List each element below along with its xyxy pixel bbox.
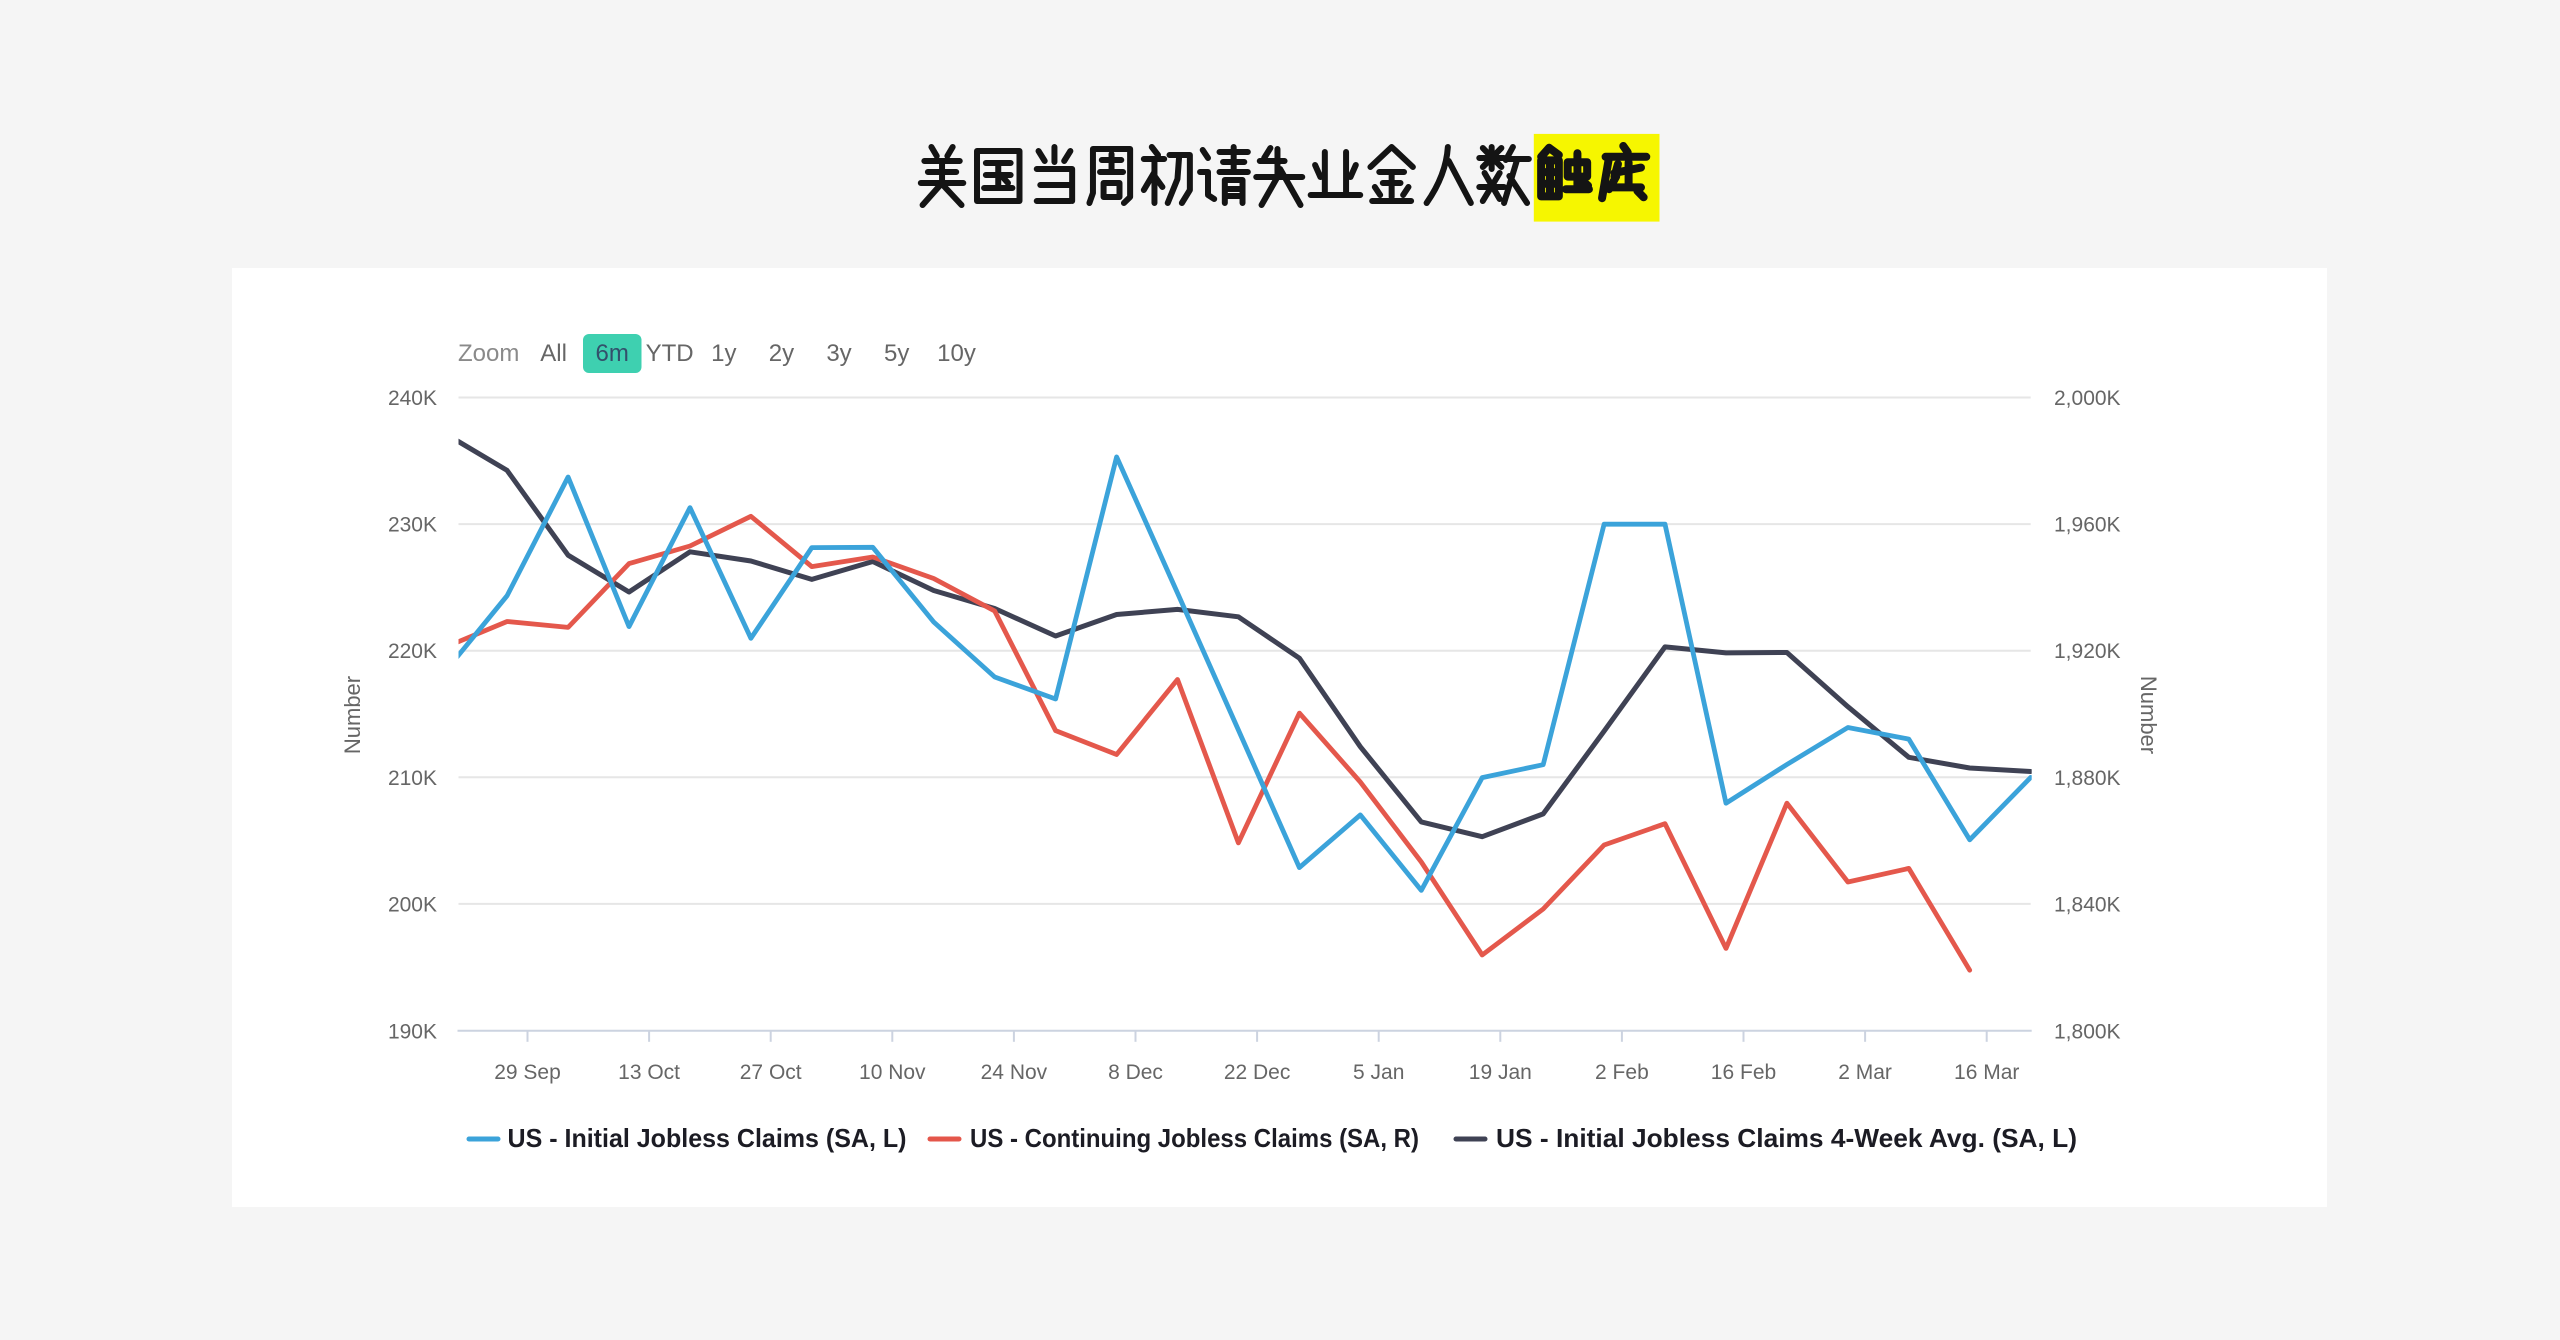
svg-text:2 Feb: 2 Feb [1595, 1061, 1649, 1084]
svg-text:All: All [540, 340, 567, 367]
svg-text:200K: 200K [388, 893, 437, 916]
svg-text:2,000K: 2,000K [2054, 387, 2121, 410]
svg-text:1,920K: 1,920K [2054, 640, 2121, 663]
svg-text:2y: 2y [769, 340, 794, 367]
svg-text:13 Oct: 13 Oct [618, 1061, 680, 1084]
svg-text:6m: 6m [596, 340, 629, 367]
svg-text:10 Nov: 10 Nov [859, 1061, 926, 1084]
svg-text:1y: 1y [711, 340, 736, 367]
svg-text:1,840K: 1,840K [2054, 893, 2121, 916]
svg-text:190K: 190K [388, 1020, 437, 1043]
svg-text:210K: 210K [388, 767, 437, 790]
svg-text:16 Feb: 16 Feb [1711, 1061, 1776, 1084]
svg-text:US - Continuing Jobless Claims: US - Continuing Jobless Claims (SA, R) [970, 1123, 1419, 1153]
svg-text:2 Mar: 2 Mar [1838, 1061, 1892, 1084]
svg-text:US - Initial Jobless Claims 4-: US - Initial Jobless Claims 4-Week Avg. … [1496, 1123, 2077, 1153]
svg-text:220K: 220K [388, 640, 437, 663]
svg-text:YTD: YTD [646, 340, 694, 367]
svg-text:5y: 5y [884, 340, 909, 367]
svg-text:1,800K: 1,800K [2054, 1020, 2121, 1043]
svg-text:19 Jan: 19 Jan [1469, 1061, 1532, 1084]
svg-text:8 Dec: 8 Dec [1108, 1061, 1163, 1084]
svg-text:240K: 240K [388, 387, 437, 410]
svg-text:22 Dec: 22 Dec [1224, 1061, 1291, 1084]
svg-text:16 Mar: 16 Mar [1954, 1061, 2019, 1084]
svg-text:Zoom: Zoom [458, 340, 519, 367]
svg-text:29 Sep: 29 Sep [494, 1061, 561, 1084]
svg-text:Number: Number [2136, 676, 2161, 754]
svg-text:Number: Number [340, 676, 365, 754]
svg-text:US - Initial Jobless Claims (S: US - Initial Jobless Claims (SA, L) [508, 1123, 907, 1153]
svg-text:5 Jan: 5 Jan [1353, 1061, 1404, 1084]
svg-text:3y: 3y [826, 340, 851, 367]
svg-text:10y: 10y [937, 340, 976, 367]
svg-text:1,880K: 1,880K [2054, 767, 2121, 790]
svg-text:230K: 230K [388, 514, 437, 537]
svg-text:1,960K: 1,960K [2054, 514, 2121, 537]
svg-text:24 Nov: 24 Nov [981, 1061, 1048, 1084]
svg-text:27 Oct: 27 Oct [740, 1061, 802, 1084]
